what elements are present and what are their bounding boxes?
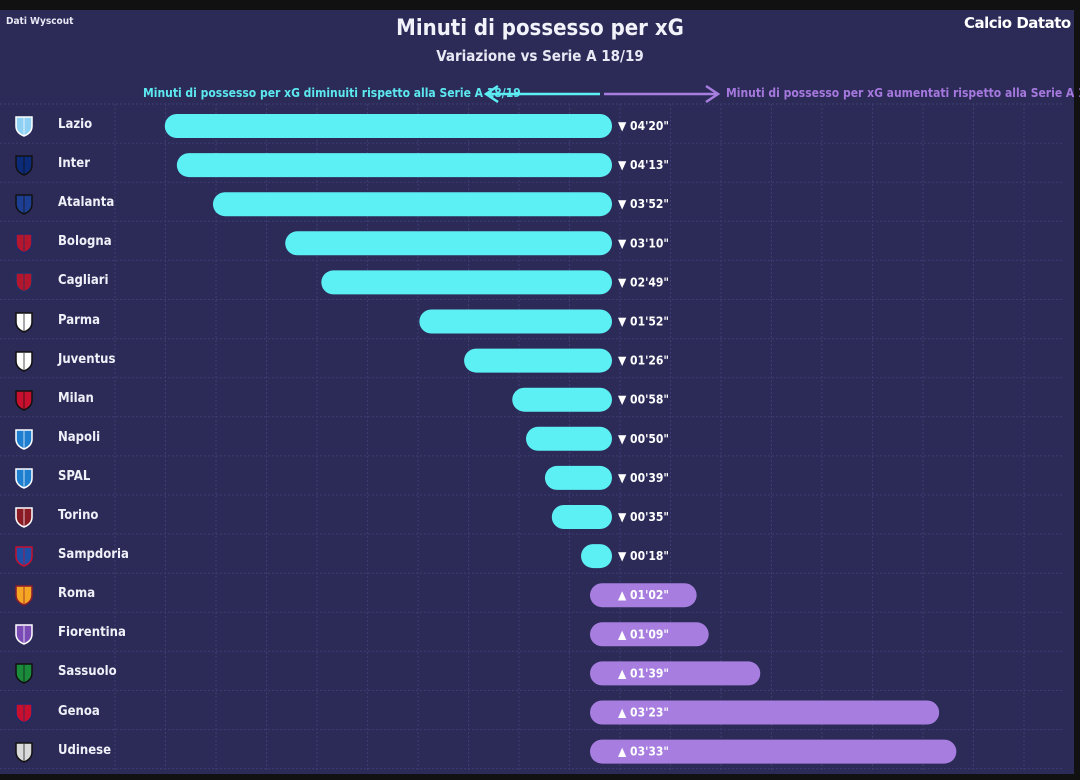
team-label-genoa: Genoa (58, 703, 100, 719)
lazio-eagle-icon (12, 114, 36, 138)
bottom-border (0, 774, 1080, 780)
value-label-fiorentina: ▲ 01'09" (618, 627, 669, 641)
spal-crest-icon (12, 466, 36, 490)
fiorentina-lily-icon (12, 622, 36, 646)
team-label-fiorentina: Fiorentina (58, 625, 126, 641)
bar-roma (590, 583, 697, 608)
value-label-milan: ▼ 00'58" (618, 393, 669, 407)
value-label-genoa: ▲ 03'23" (618, 706, 669, 720)
bar-napoli (526, 426, 612, 451)
cagliari-crest-icon (12, 270, 36, 294)
torino-crest-icon (12, 505, 36, 529)
value-label-inter: ▼ 04'13" (618, 158, 669, 172)
team-label-sampdoria: Sampdoria (58, 547, 129, 563)
value-label-juventus: ▼ 01'26" (618, 354, 669, 368)
milan-crest-icon (12, 388, 36, 412)
top-border (0, 0, 1080, 10)
team-label-spal: SPAL (58, 468, 91, 484)
team-label-inter: Inter (58, 156, 90, 172)
inter-crest-icon (12, 153, 36, 177)
value-label-bologna: ▼ 03'10" (618, 236, 669, 250)
team-label-roma: Roma (58, 586, 96, 602)
value-label-torino: ▼ 00'35" (618, 510, 669, 524)
genoa-crest-icon (12, 701, 36, 725)
team-label-lazio: Lazio (58, 117, 93, 132)
atalanta-crest-icon (12, 192, 36, 216)
legend-arrowhead-right (705, 84, 721, 104)
team-label-parma: Parma (58, 312, 100, 328)
value-label-atalanta: ▼ 03'52" (618, 197, 669, 211)
value-label-roma: ▲ 01'02" (618, 588, 669, 602)
team-label-cagliari: Cagliari (58, 273, 109, 289)
bologna-crest-icon (12, 231, 36, 255)
bar-torino (551, 505, 612, 529)
team-label-udinese: Udinese (58, 742, 112, 758)
team-label-atalanta: Atalanta (58, 195, 115, 211)
team-label-milan: Milan (58, 390, 94, 406)
bar-fiorentina (590, 622, 709, 647)
team-label-bologna: Bologna (58, 234, 112, 250)
value-label-napoli: ▼ 00'50" (618, 432, 669, 446)
bar-spal (544, 465, 612, 490)
bar-milan (512, 387, 612, 412)
bar-bologna (285, 231, 612, 256)
team-label-sassuolo: Sassuolo (58, 664, 117, 680)
bar-lazio (164, 114, 613, 138)
bar-sampdoria (581, 544, 612, 569)
team-label-torino: Torino (58, 508, 99, 523)
legend-arrowhead-left (483, 84, 499, 104)
bar-cagliari (321, 270, 612, 295)
udinese-crest-icon (12, 740, 36, 764)
value-label-sampdoria: ▼ 00'18" (618, 549, 669, 563)
brand-logo: Calcio Datato (964, 14, 1071, 32)
value-label-udinese: ▲ 03'33" (618, 745, 669, 759)
value-label-lazio: ▼ 04'20" (618, 119, 669, 133)
sassuolo-crest-icon (12, 661, 36, 685)
chart-subtitle: Variazione vs Serie A 18/19 (436, 47, 644, 65)
right-border (1074, 0, 1080, 780)
sampdoria-crest-icon (12, 544, 36, 568)
team-label-napoli: Napoli (58, 429, 101, 445)
bar-udinese (590, 739, 957, 764)
bar-juventus (464, 348, 612, 373)
team-label-juventus: Juventus (58, 351, 116, 367)
bar-atalanta (212, 192, 612, 217)
chart-title: Minuti di possesso per xG (396, 16, 684, 41)
bar-inter (176, 153, 612, 178)
roma-crest-icon (12, 583, 36, 607)
napoli-crest-icon (12, 427, 36, 451)
bar-parma (419, 309, 612, 334)
legend-increased: Minuti di possesso per xG aumentati risp… (726, 86, 1080, 100)
bar-genoa (590, 700, 940, 725)
value-label-cagliari: ▼ 02'49" (618, 275, 669, 289)
value-label-spal: ▼ 00'39" (618, 471, 669, 485)
juventus-crest-icon (12, 349, 36, 373)
value-label-parma: ▼ 01'52" (618, 315, 669, 329)
data-source-label: Dati Wyscout (6, 16, 74, 27)
value-label-sassuolo: ▲ 01'39" (618, 666, 669, 680)
legend-decreased: Minuti di possesso per xG diminuiti risp… (143, 86, 521, 100)
parma-crest-icon (12, 310, 36, 334)
bar-sassuolo (590, 661, 761, 686)
